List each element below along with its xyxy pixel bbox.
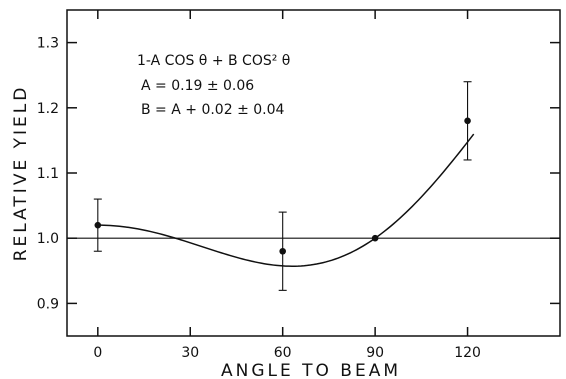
x-tick-label: 120: [454, 345, 481, 361]
annotation-formula: 1-A COS θ + B COS² θ: [137, 53, 290, 69]
y-axis-title: RELATIVE YIELD: [11, 85, 31, 262]
fit-curve: [97, 133, 475, 267]
y-tick-label: 1.2: [37, 101, 59, 117]
y-tick-label: 0.9: [37, 296, 59, 312]
data-point: [279, 247, 286, 255]
data-point: [94, 221, 102, 229]
x-tick-label: 90: [366, 345, 384, 361]
x-tick-label: 0: [93, 345, 102, 361]
x-axis-title: ANGLE TO BEAM: [221, 361, 401, 379]
annotation-a: A = 0.19 ± 0.06: [141, 78, 254, 94]
data-point: [371, 234, 379, 242]
x-tick-label: 30: [181, 345, 199, 361]
y-tick-label: 1.0: [37, 231, 59, 247]
data-point: [464, 117, 471, 125]
annotation-b: B = A + 0.02 ± 0.04: [141, 102, 285, 118]
y-tick-label: 1.3: [37, 36, 59, 52]
y-tick-label: 1.1: [37, 166, 59, 182]
x-tick-label: 60: [274, 345, 292, 361]
